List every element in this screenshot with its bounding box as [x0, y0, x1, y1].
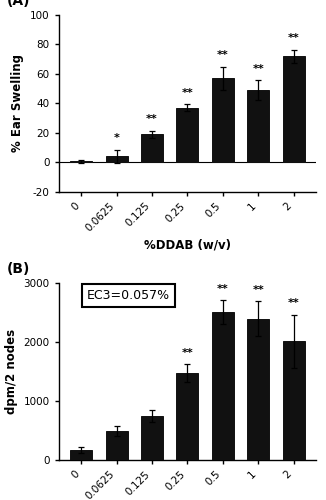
Bar [283, 341, 304, 460]
Bar [106, 156, 128, 162]
Bar [176, 108, 199, 162]
Bar [283, 56, 304, 162]
Text: **: ** [288, 298, 299, 308]
Text: **: ** [182, 88, 193, 98]
Text: **: ** [182, 348, 193, 358]
X-axis label: %DDAB (w/v): %DDAB (w/v) [144, 239, 231, 252]
Text: **: ** [288, 34, 299, 43]
Text: **: ** [252, 64, 264, 74]
Bar [106, 431, 128, 460]
Text: **: ** [217, 284, 229, 294]
Bar [212, 312, 234, 460]
Text: **: ** [217, 50, 229, 60]
Y-axis label: dpm/2 nodes: dpm/2 nodes [5, 329, 18, 414]
Bar [70, 450, 92, 460]
Text: EC3=0.057%: EC3=0.057% [87, 288, 170, 302]
Bar [141, 416, 163, 460]
Bar [247, 318, 269, 460]
Bar [176, 373, 199, 460]
Text: **: ** [146, 114, 158, 124]
Bar [141, 134, 163, 162]
Bar [212, 78, 234, 162]
Bar [247, 90, 269, 162]
Text: (A): (A) [7, 0, 31, 8]
Text: *: * [114, 134, 120, 143]
Y-axis label: % Ear Swelling: % Ear Swelling [11, 54, 24, 152]
Text: **: ** [252, 285, 264, 295]
Text: (B): (B) [7, 262, 31, 276]
